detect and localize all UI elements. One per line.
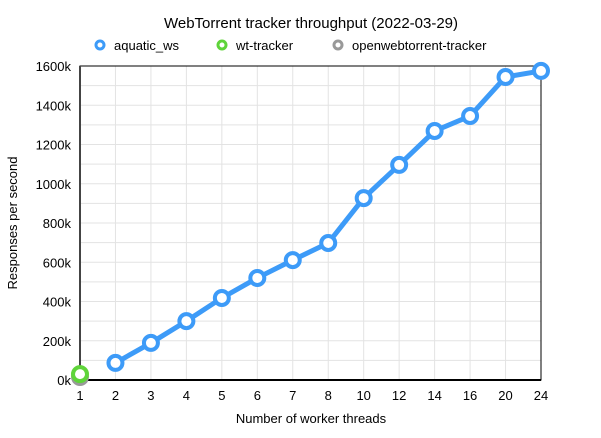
data-point-aquatic_ws [177,312,196,331]
data-point-aquatic_ws [496,67,515,86]
x-tick-label: 20 [498,388,512,403]
data-point-aquatic_ws [319,234,338,253]
x-tick-label: 2 [112,388,119,403]
data-point-aquatic_ws [212,288,231,307]
x-tick-label: 7 [289,388,296,403]
x-tick-label: 12 [392,388,406,403]
x-tick-label: 8 [325,388,332,403]
x-tick-label: 1 [76,388,83,403]
x-tick-label: 10 [356,388,370,403]
data-point-aquatic_ws [390,155,409,174]
x-tick-label: 14 [427,388,441,403]
x-tick-label: 6 [254,388,261,403]
y-tick-label: 600k [43,255,72,270]
legend-marker-wt-tracker [216,39,228,51]
data-point-aquatic_ws [461,107,480,126]
data-point-aquatic_ws [141,333,160,352]
legend-marker-aquatic_ws [94,39,106,51]
y-tick-label: 1000k [36,177,72,192]
legend-label: aquatic_ws [114,38,180,53]
data-point-aquatic_ws [283,251,302,270]
series [71,61,550,387]
x-tick-label: 4 [183,388,190,403]
x-tick-label: 24 [534,388,548,403]
data-point-aquatic_ws [354,189,373,208]
y-tick-label: 0k [57,373,71,388]
x-tick-label: 3 [147,388,154,403]
y-tick-label: 1400k [36,98,72,113]
legend-marker-openwebtorrent-tracker [332,39,344,51]
x-axis-label: Number of worker threads [236,411,387,426]
y-tick-label: 1600k [36,59,72,74]
axes: 1 2 3 4 5 6 7 8 10 12 14 16 20 240k200k400k600k800k10… [36,59,549,403]
data-point-aquatic_ws [248,268,267,287]
data-point-aquatic_ws [532,61,550,80]
y-tick-label: 400k [43,295,72,310]
x-tick-label: 16 [463,388,477,403]
data-point-aquatic_ws [106,353,125,372]
legend: aquatic_ws wt-tracker openwebtorrent-track… [94,38,487,53]
legend-label: wt-tracker [235,38,294,53]
legend-label: openwebtorrent-tracker [352,38,487,53]
y-tick-label: 1200k [36,138,72,153]
y-tick-label: 200k [43,334,72,349]
chart-title: WebTorrent tracker throughput (2022-03-2… [164,15,458,32]
data-point-aquatic_ws [425,121,444,140]
y-tick-label: 800k [43,216,72,231]
y-axis-label: Responses per second [5,157,20,290]
data-point-wt-tracker [71,365,89,384]
x-tick-label: 5 [218,388,225,403]
